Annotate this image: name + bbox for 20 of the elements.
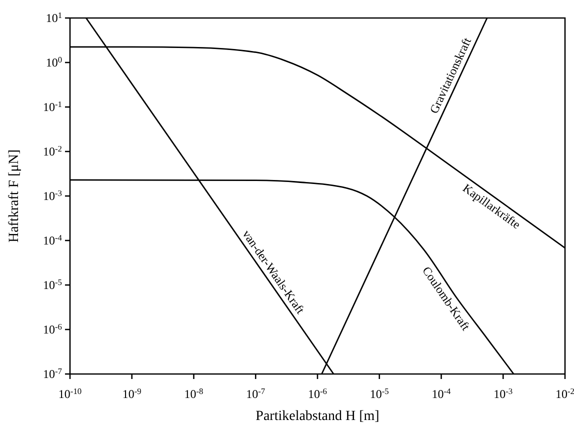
x-tick-label: 10$^{-9}$ xyxy=(122,386,142,401)
y-tick-label: 10$^{-5}$ xyxy=(43,278,62,292)
y-tick-label: 10$^{-3}$ xyxy=(43,188,62,203)
x-tick-label: 10$^{-10}$ xyxy=(58,386,82,401)
y-tick-label: 10$^{-7}$ xyxy=(43,366,62,381)
x-tick-label: 10$^{-4}$ xyxy=(432,386,452,401)
y-tick-label: 10$^{1}$ xyxy=(46,10,62,25)
y-axis-title: Haftkraft F [μN] xyxy=(7,149,22,243)
x-tick-label: 10$^{-3}$ xyxy=(494,386,513,401)
x-tick-label: 10$^{-5}$ xyxy=(370,386,389,401)
y-tick-label: 10$^{-1}$ xyxy=(43,100,62,114)
x-tick-label: 10$^{-6}$ xyxy=(308,386,327,401)
y-tick-label: 10$^{-2}$ xyxy=(43,144,62,158)
x-axis-title: Partikelabstand H [m] xyxy=(256,409,380,424)
y-tick-label: 10$^{0}$ xyxy=(46,55,62,70)
x-tick-label: 10$^{-7}$ xyxy=(246,386,266,401)
y-tick-label: 10$^{-6}$ xyxy=(43,322,62,336)
y-tick-label: 10$^{-4}$ xyxy=(43,233,63,248)
x-tick-label: 10$^{-8}$ xyxy=(184,386,204,401)
x-tick-label: 10$^{-2}$ xyxy=(556,386,574,401)
